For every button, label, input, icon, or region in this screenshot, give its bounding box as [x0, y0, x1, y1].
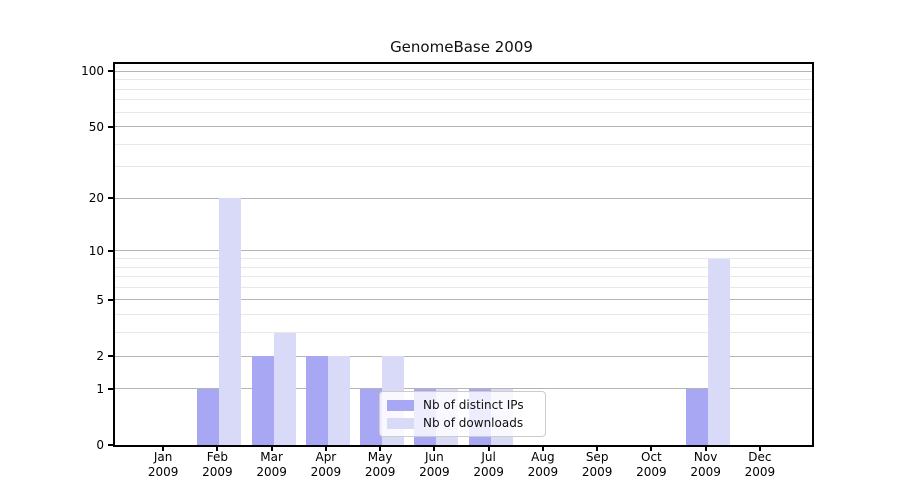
bar-ips-nov: [685, 388, 708, 445]
x-tick-mark: [433, 445, 436, 451]
y-tick-mark: [108, 298, 114, 301]
legend-swatch-ips: [387, 399, 414, 411]
x-tick-mark: [162, 445, 165, 451]
gridline-minor: [115, 314, 812, 316]
legend-item-downloads: Nb of downloads: [387, 416, 538, 430]
gridline-major: [115, 355, 812, 357]
gridline-major: [115, 197, 812, 199]
gridline-minor: [115, 143, 812, 145]
gridline-minor: [115, 276, 812, 278]
y-tick-label: 0: [96, 438, 104, 452]
bar-downloads-feb: [219, 198, 242, 445]
x-tick-mark: [650, 445, 653, 451]
legend: Nb of distinct IPs Nb of downloads: [379, 391, 546, 437]
bar-ips-apr: [305, 356, 328, 445]
y-tick-mark: [108, 197, 114, 200]
x-tick-label: Jun 2009: [419, 450, 450, 479]
x-tick-label: Sep 2009: [581, 450, 613, 479]
y-tick-mark: [108, 444, 114, 446]
legend-label-ips: Nb of distinct IPs: [423, 398, 524, 412]
y-tick-mark: [108, 70, 114, 73]
x-tick-mark: [541, 445, 544, 451]
x-tick-mark: [270, 445, 273, 451]
y-tick-label: 10: [88, 243, 104, 258]
gridline-major: [115, 388, 812, 390]
gridline-minor: [115, 111, 812, 113]
x-tick-label: Nov 2009: [690, 450, 721, 479]
bar-downloads-nov: [707, 258, 730, 445]
x-tick-mark: [379, 445, 382, 451]
x-tick-mark: [758, 445, 761, 451]
legend-swatch-downloads: [387, 417, 414, 429]
bar-ips-mar: [251, 356, 274, 445]
x-tick-label: Jan 2009: [147, 450, 179, 479]
chart-title: GenomeBase 2009: [390, 38, 533, 56]
x-tick-label: Apr 2009: [310, 450, 342, 479]
legend-label-downloads: Nb of downloads: [423, 416, 524, 430]
legend-item-ips: Nb of distinct IPs: [387, 398, 538, 412]
bar-ips-feb: [197, 388, 220, 445]
x-tick-label: Feb 2009: [202, 450, 233, 479]
gridline-minor: [115, 286, 812, 288]
y-tick-label: 2: [96, 349, 104, 364]
gridline-major: [115, 126, 812, 128]
y-tick-mark: [108, 125, 114, 128]
y-tick-label: 1: [96, 381, 104, 396]
gridline-minor: [115, 88, 812, 90]
x-tick-label: Aug 2009: [527, 450, 559, 479]
y-tick-mark: [108, 249, 114, 252]
x-tick-label: Oct 2009: [636, 450, 667, 479]
bar-ips-may: [360, 388, 383, 445]
gridline-minor: [115, 266, 812, 268]
y-tick-label: 50: [88, 119, 104, 134]
x-tick-mark: [216, 445, 219, 451]
x-tick-label: May 2009: [364, 450, 396, 479]
x-tick-mark: [487, 445, 490, 451]
gridline-minor: [115, 332, 812, 334]
y-tick-mark: [108, 387, 114, 390]
y-tick-label: 100: [81, 64, 104, 79]
gridline-minor: [115, 79, 812, 81]
gridline-minor: [115, 258, 812, 260]
x-tick-mark: [596, 445, 599, 451]
x-tick-mark: [704, 445, 707, 451]
y-tick-mark: [108, 355, 114, 358]
x-tick-label: Jul 2009: [473, 450, 504, 479]
gridline-minor: [115, 166, 812, 168]
gridline-minor: [115, 99, 812, 101]
bar-downloads-apr: [327, 356, 350, 445]
y-tick-label: 20: [88, 191, 104, 206]
gridline-major: [115, 250, 812, 252]
x-tick-label: Mar 2009: [256, 450, 287, 479]
gridline-major: [115, 70, 812, 72]
x-tick-label: Dec 2009: [744, 450, 776, 479]
bar-downloads-mar: [273, 332, 296, 445]
plot-area: [113, 62, 814, 447]
y-tick-label: 5: [96, 292, 104, 307]
gridline-major: [115, 299, 812, 301]
x-tick-mark: [324, 445, 327, 451]
